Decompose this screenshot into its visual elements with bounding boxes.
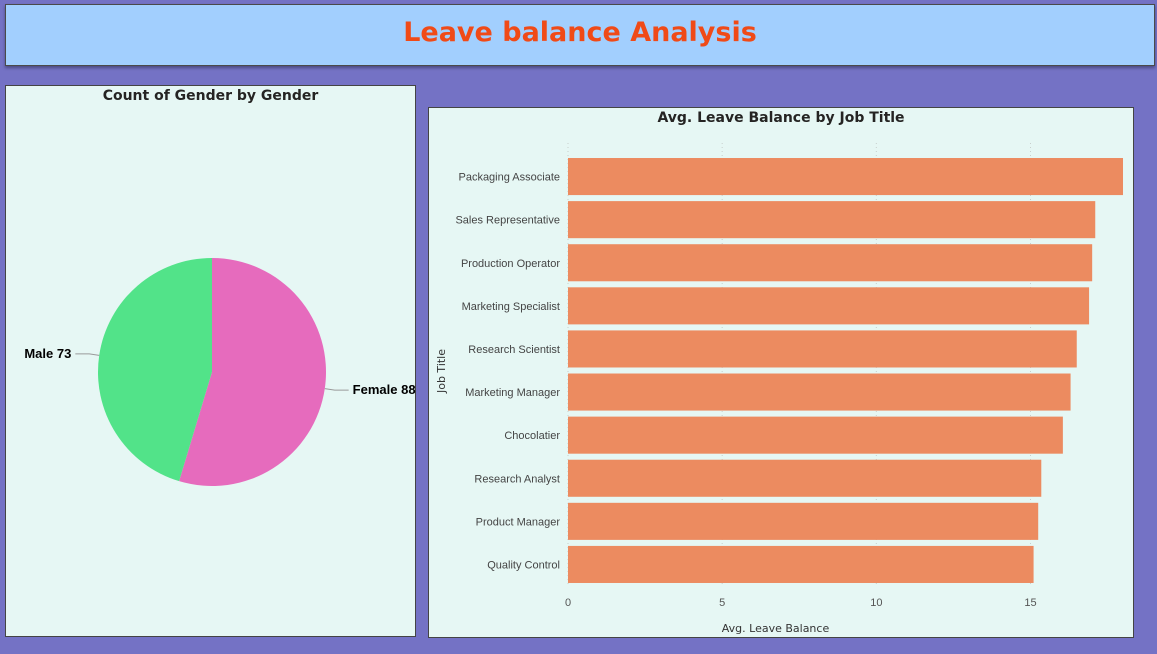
bar-research-analyst[interactable] xyxy=(568,459,1042,497)
bar-production-operator[interactable] xyxy=(568,244,1093,282)
y-tick-label: Production Operator xyxy=(461,258,560,270)
y-tick-label: Chocolatier xyxy=(504,430,560,442)
report-header: Leave balance Analysis xyxy=(5,4,1155,66)
gender-pie-chart: Female 88 Male 73 xyxy=(24,258,416,487)
x-tick-label: 0 xyxy=(565,597,571,609)
x-tick-label: 10 xyxy=(870,597,882,609)
y-tick-label: Marketing Specialist xyxy=(462,301,560,313)
bar-quality-control[interactable] xyxy=(568,545,1034,583)
job-title-bar-chart: 0 5 10 15 Packaging Associate Sales Represent… xyxy=(435,143,1123,635)
bar-chart-title: Avg. Leave Balance by Job Title xyxy=(657,110,905,126)
y-tick-label: Packaging Associate xyxy=(458,172,560,184)
y-axis-title: Job Title xyxy=(435,349,448,394)
pie-label-female: Female 88 xyxy=(353,382,416,397)
pie-leader-line-female xyxy=(324,388,349,391)
job-title-bar-panel[interactable]: Avg. Leave Balance by Job Title 0 5 10 15 Pa… xyxy=(428,107,1134,638)
bar-sales-representative[interactable] xyxy=(568,201,1096,239)
y-tick-label: Research Analyst xyxy=(474,473,560,485)
bar-product-manager[interactable] xyxy=(568,502,1039,540)
y-tick-label: Research Scientist xyxy=(468,344,560,356)
pie-slice-female[interactable] xyxy=(179,258,326,487)
bar-marketing-specialist[interactable] xyxy=(568,287,1090,325)
x-tick-label: 5 xyxy=(719,597,725,609)
bar-marketing-manager[interactable] xyxy=(568,373,1071,411)
report-title: Leave balance Analysis xyxy=(403,17,757,48)
pie-leader-line-male xyxy=(75,353,100,356)
bar-chocolatier[interactable] xyxy=(568,416,1063,454)
pie-slice-male[interactable] xyxy=(98,258,212,482)
bar-packaging-associate[interactable] xyxy=(568,158,1123,196)
y-tick-label: Marketing Manager xyxy=(465,387,560,399)
pie-chart-title: Count of Gender by Gender xyxy=(102,88,319,104)
bar-research-scientist[interactable] xyxy=(568,330,1077,368)
y-tick-label: Product Manager xyxy=(476,516,561,528)
x-axis-title: Avg. Leave Balance xyxy=(722,622,830,635)
pie-label-male: Male 73 xyxy=(24,346,71,361)
gender-pie-panel[interactable]: Count of Gender by Gender Female 88 Male … xyxy=(5,85,416,637)
y-tick-label: Sales Representative xyxy=(455,215,560,227)
y-tick-label: Quality Control xyxy=(487,559,560,571)
x-tick-label: 15 xyxy=(1024,597,1036,609)
